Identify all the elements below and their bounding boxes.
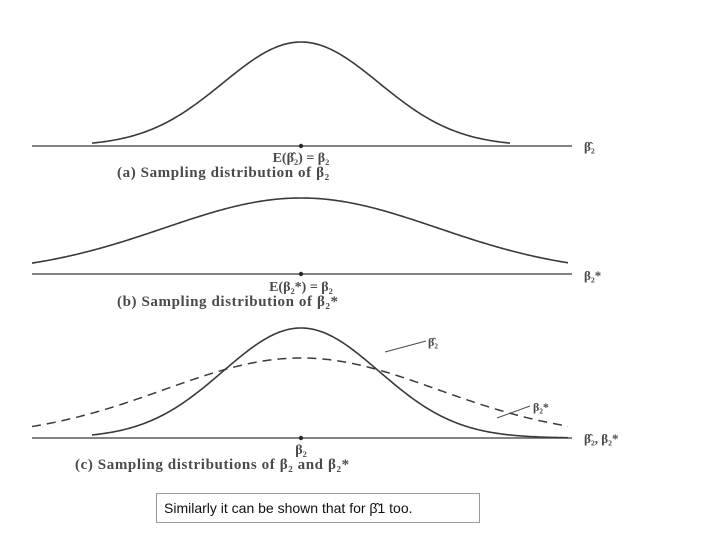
panel-a-mean-label: E(β̂₂) = β₂ xyxy=(273,151,330,166)
panel-c-mean-marker xyxy=(298,435,304,441)
panel-c-beta-hat-leader xyxy=(384,340,427,353)
note-box: Similarly it can be shown that for β̂1 t… xyxy=(156,493,480,523)
panel-c-beta-star-leader xyxy=(496,405,531,419)
panel-a-curve-beta-hat xyxy=(91,41,511,144)
panel-b-mean-label: E(β₂*) = β₂ xyxy=(269,280,333,295)
panel-b-curve-beta-star xyxy=(31,197,569,264)
panel-c-axis-label: β̂₂, β₂* xyxy=(584,431,619,446)
panel-a-axis-label: β̂₂ xyxy=(584,139,595,154)
panel-c-beta-hat-label: β̂₂ xyxy=(428,335,438,349)
panel-c-beta-star-label: β₂* xyxy=(533,400,549,414)
panel-c-caption: (c) Sampling distributions of β₂ and β₂* xyxy=(75,457,350,473)
panel-c-mean-label: β₂ xyxy=(295,443,307,458)
panel-c-curve-beta-hat xyxy=(91,327,569,439)
panel-c-curve-beta-star xyxy=(31,357,569,428)
panel-a-mean-marker xyxy=(298,143,304,149)
panel-b-caption: (b) Sampling distribution of β₂* xyxy=(117,294,339,310)
panel-b-mean-marker xyxy=(298,271,304,277)
panel-b: β₂* E(β₂*) = β₂ (b) Sampling distributio… xyxy=(31,197,601,310)
panel-b-axis-label: β₂* xyxy=(584,268,601,283)
panel-a-caption: (a) Sampling distribution of β₂ xyxy=(117,165,330,181)
panel-c: β̂₂ β₂* β̂₂, β₂* β₂ (c) Sampling distrib… xyxy=(31,327,619,473)
note-text: Similarly it can be shown that for β̂1 t… xyxy=(164,500,413,516)
panel-a: β̂₂ E(β̂₂) = β₂ (a) Sampling distributio… xyxy=(32,41,595,181)
